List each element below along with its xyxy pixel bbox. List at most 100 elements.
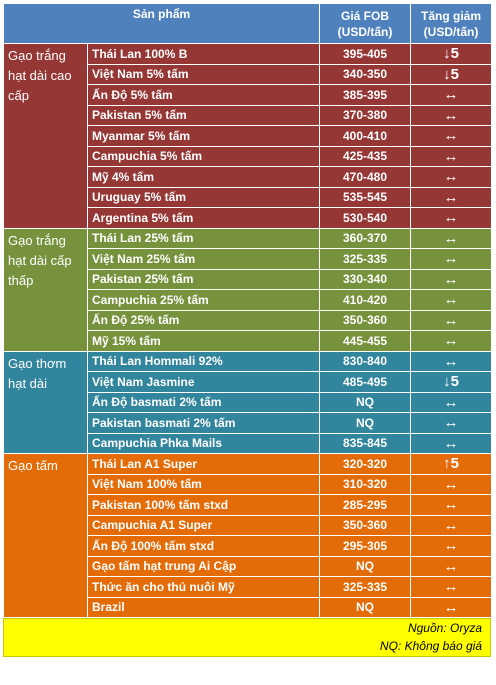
- change-cell: ↔: [410, 125, 493, 147]
- change-cell: ↔: [410, 412, 493, 434]
- price-cell: 295-305: [319, 535, 412, 557]
- change-cell: ↔: [410, 555, 493, 577]
- header-change-line1: Tăng giảm: [421, 8, 482, 23]
- table-row: Gạo thơm hạt dài Thái Lan Hommali 92% 830-…: [3, 350, 493, 454]
- change-cell: ↔: [410, 330, 493, 352]
- change-cell: ↔: [410, 207, 493, 229]
- price-cell: 350-360: [319, 309, 412, 331]
- price-cell: 485-495: [319, 371, 412, 393]
- header-change-line2: (USD/tấn): [423, 24, 479, 39]
- price-cell: 370-380: [319, 104, 412, 126]
- price-cell: 395-405: [319, 43, 412, 65]
- price-cell: 385-395: [319, 84, 412, 106]
- change-cell: ↔: [410, 289, 493, 311]
- table-header: Sản phẩm Giá FOB (USD/tấn) Tăng giảm (US…: [2, 3, 493, 44]
- price-cell: NQ: [319, 596, 412, 618]
- header-product: Sản phẩm: [2, 3, 321, 44]
- price-cell: 830-840: [319, 350, 412, 372]
- price-cell: 350-360: [319, 514, 412, 536]
- price-cell: 530-540: [319, 207, 412, 229]
- product-name-cell: Pakistan basmati 2% tấm: [86, 412, 321, 434]
- change-cell: ↔: [410, 227, 493, 249]
- product-name-cell: Thái Lan A1 Super: [86, 453, 321, 475]
- price-cell: NQ: [319, 412, 412, 434]
- change-cell: ↔: [410, 248, 493, 270]
- product-name-cell: Việt Nam Jasmine: [86, 371, 321, 393]
- product-name-cell: Việt Nam 25% tấm: [86, 248, 321, 270]
- table-row: Ấn Độ 25% tấm 350-360 ↔: [4, 309, 493, 331]
- product-name-cell: Ấn Độ 100% tấm stxd: [86, 535, 321, 557]
- product-name-cell: Gạo tấm hạt trung Ai Cập: [86, 555, 321, 577]
- table-row: Ấn Độ 5% tấm 385-395 ↔: [4, 84, 493, 106]
- change-cell: ↔: [410, 268, 493, 290]
- change-cell: ↔: [410, 186, 493, 208]
- table-row: Gạo trắng hạt dài cấp thấp Thái Lan 25% t…: [3, 227, 493, 352]
- header-price: Giá FOB (USD/tấn): [319, 3, 412, 44]
- price-cell: 325-335: [319, 576, 412, 598]
- category-cell: Gạo thơm hạt dài: [3, 350, 88, 454]
- rice-price-table: Sản phẩm Giá FOB (USD/tấn) Tăng giảm (US…: [2, 3, 493, 618]
- product-name-cell: Mỹ 15% tấm: [86, 330, 321, 352]
- change-cell: ↔: [410, 145, 493, 167]
- product-name-cell: Pakistan 5% tấm: [86, 104, 321, 126]
- product-name-cell: Thái Lan Hommali 92%: [86, 350, 321, 372]
- table-row: Việt Nam Jasmine 485-495 ↓5: [4, 371, 493, 393]
- price-cell: 470-480: [319, 166, 412, 188]
- table-row: Campuchia Phka Mails 835-845 ↔: [4, 432, 493, 454]
- price-cell: 310-320: [319, 473, 412, 495]
- header-change: Tăng giảm (USD/tấn): [410, 3, 493, 44]
- price-cell: 410-420: [319, 289, 412, 311]
- change-cell: ↔: [410, 494, 493, 516]
- change-cell: ↔: [410, 432, 493, 454]
- price-cell: NQ: [319, 555, 412, 577]
- footer-note: Nguồn: Oryza NQ: Không báo giá: [3, 618, 491, 657]
- product-name-cell: Thái Lan 100% B: [86, 43, 321, 65]
- product-name-cell: Pakistan 100% tấm stxd: [86, 494, 321, 516]
- rice-price-table-container: Sản phẩm Giá FOB (USD/tấn) Tăng giảm (US…: [2, 3, 493, 657]
- price-cell: 320-320: [319, 453, 412, 475]
- change-cell: ↑5: [410, 453, 493, 475]
- change-cell: ↔: [410, 514, 493, 536]
- change-cell: ↔: [410, 473, 493, 495]
- product-name-cell: Pakistan 25% tấm: [86, 268, 321, 290]
- table-row: Mỹ 4% tấm 470-480 ↔: [4, 166, 493, 188]
- price-cell: 445-455: [319, 330, 412, 352]
- price-cell: 330-340: [319, 268, 412, 290]
- change-cell: ↔: [410, 576, 493, 598]
- table-row: Pakistan 25% tấm 330-340 ↔: [4, 268, 493, 290]
- category-cell: Gạo trắng hạt dài cấp thấp: [3, 227, 88, 352]
- table-row: Brazil NQ ↔: [4, 596, 493, 618]
- price-cell: 425-435: [319, 145, 412, 167]
- change-cell: ↔: [410, 309, 493, 331]
- table-row: Argentina 5% tấm 530-540 ↔: [4, 207, 493, 229]
- price-cell: NQ: [319, 391, 412, 413]
- header-price-line2: (USD/tấn): [337, 24, 393, 39]
- change-cell: ↓5: [410, 63, 493, 85]
- table-row: Thức ăn cho thú nuôi Mỹ 325-335 ↔: [4, 576, 493, 598]
- table-row: Việt Nam 25% tấm 325-335 ↔: [4, 248, 493, 270]
- product-name-cell: Myanmar 5% tấm: [86, 125, 321, 147]
- product-name-cell: Campuchia 25% tấm: [86, 289, 321, 311]
- price-cell: 535-545: [319, 186, 412, 208]
- table-row: Gạo trắng hạt dài cao cấp Thái Lan 100% B…: [3, 43, 493, 229]
- footer-source: Nguồn: Oryza: [407, 621, 482, 635]
- change-cell: ↔: [410, 391, 493, 413]
- product-name-cell: Thái Lan 25% tấm: [86, 227, 321, 249]
- product-name-cell: Ấn Độ 5% tấm: [86, 84, 321, 106]
- product-name-cell: Việt Nam 5% tấm: [86, 63, 321, 85]
- table-row: Pakistan 100% tấm stxd 285-295 ↔: [4, 494, 493, 516]
- change-cell: ↔: [410, 166, 493, 188]
- change-cell: ↔: [410, 84, 493, 106]
- table-row: Uruguay 5% tấm 535-545 ↔: [4, 186, 493, 208]
- price-cell: 285-295: [319, 494, 412, 516]
- table-row: Gạo tấm hạt trung Ai Cập NQ ↔: [4, 555, 493, 577]
- product-name-cell: Uruguay 5% tấm: [86, 186, 321, 208]
- product-name-cell: Thức ăn cho thú nuôi Mỹ: [86, 576, 321, 598]
- table-row: Myanmar 5% tấm 400-410 ↔: [4, 125, 493, 147]
- product-name-cell: Ấn Độ 25% tấm: [86, 309, 321, 331]
- footer-nq-note: NQ: Không báo giá: [379, 639, 482, 653]
- table-body: Gạo trắng hạt dài cao cấp Thái Lan 100% B…: [3, 43, 493, 618]
- product-name-cell: Campuchia A1 Super: [86, 514, 321, 536]
- price-cell: 400-410: [319, 125, 412, 147]
- table-row: Campuchia 25% tấm 410-420 ↔: [4, 289, 493, 311]
